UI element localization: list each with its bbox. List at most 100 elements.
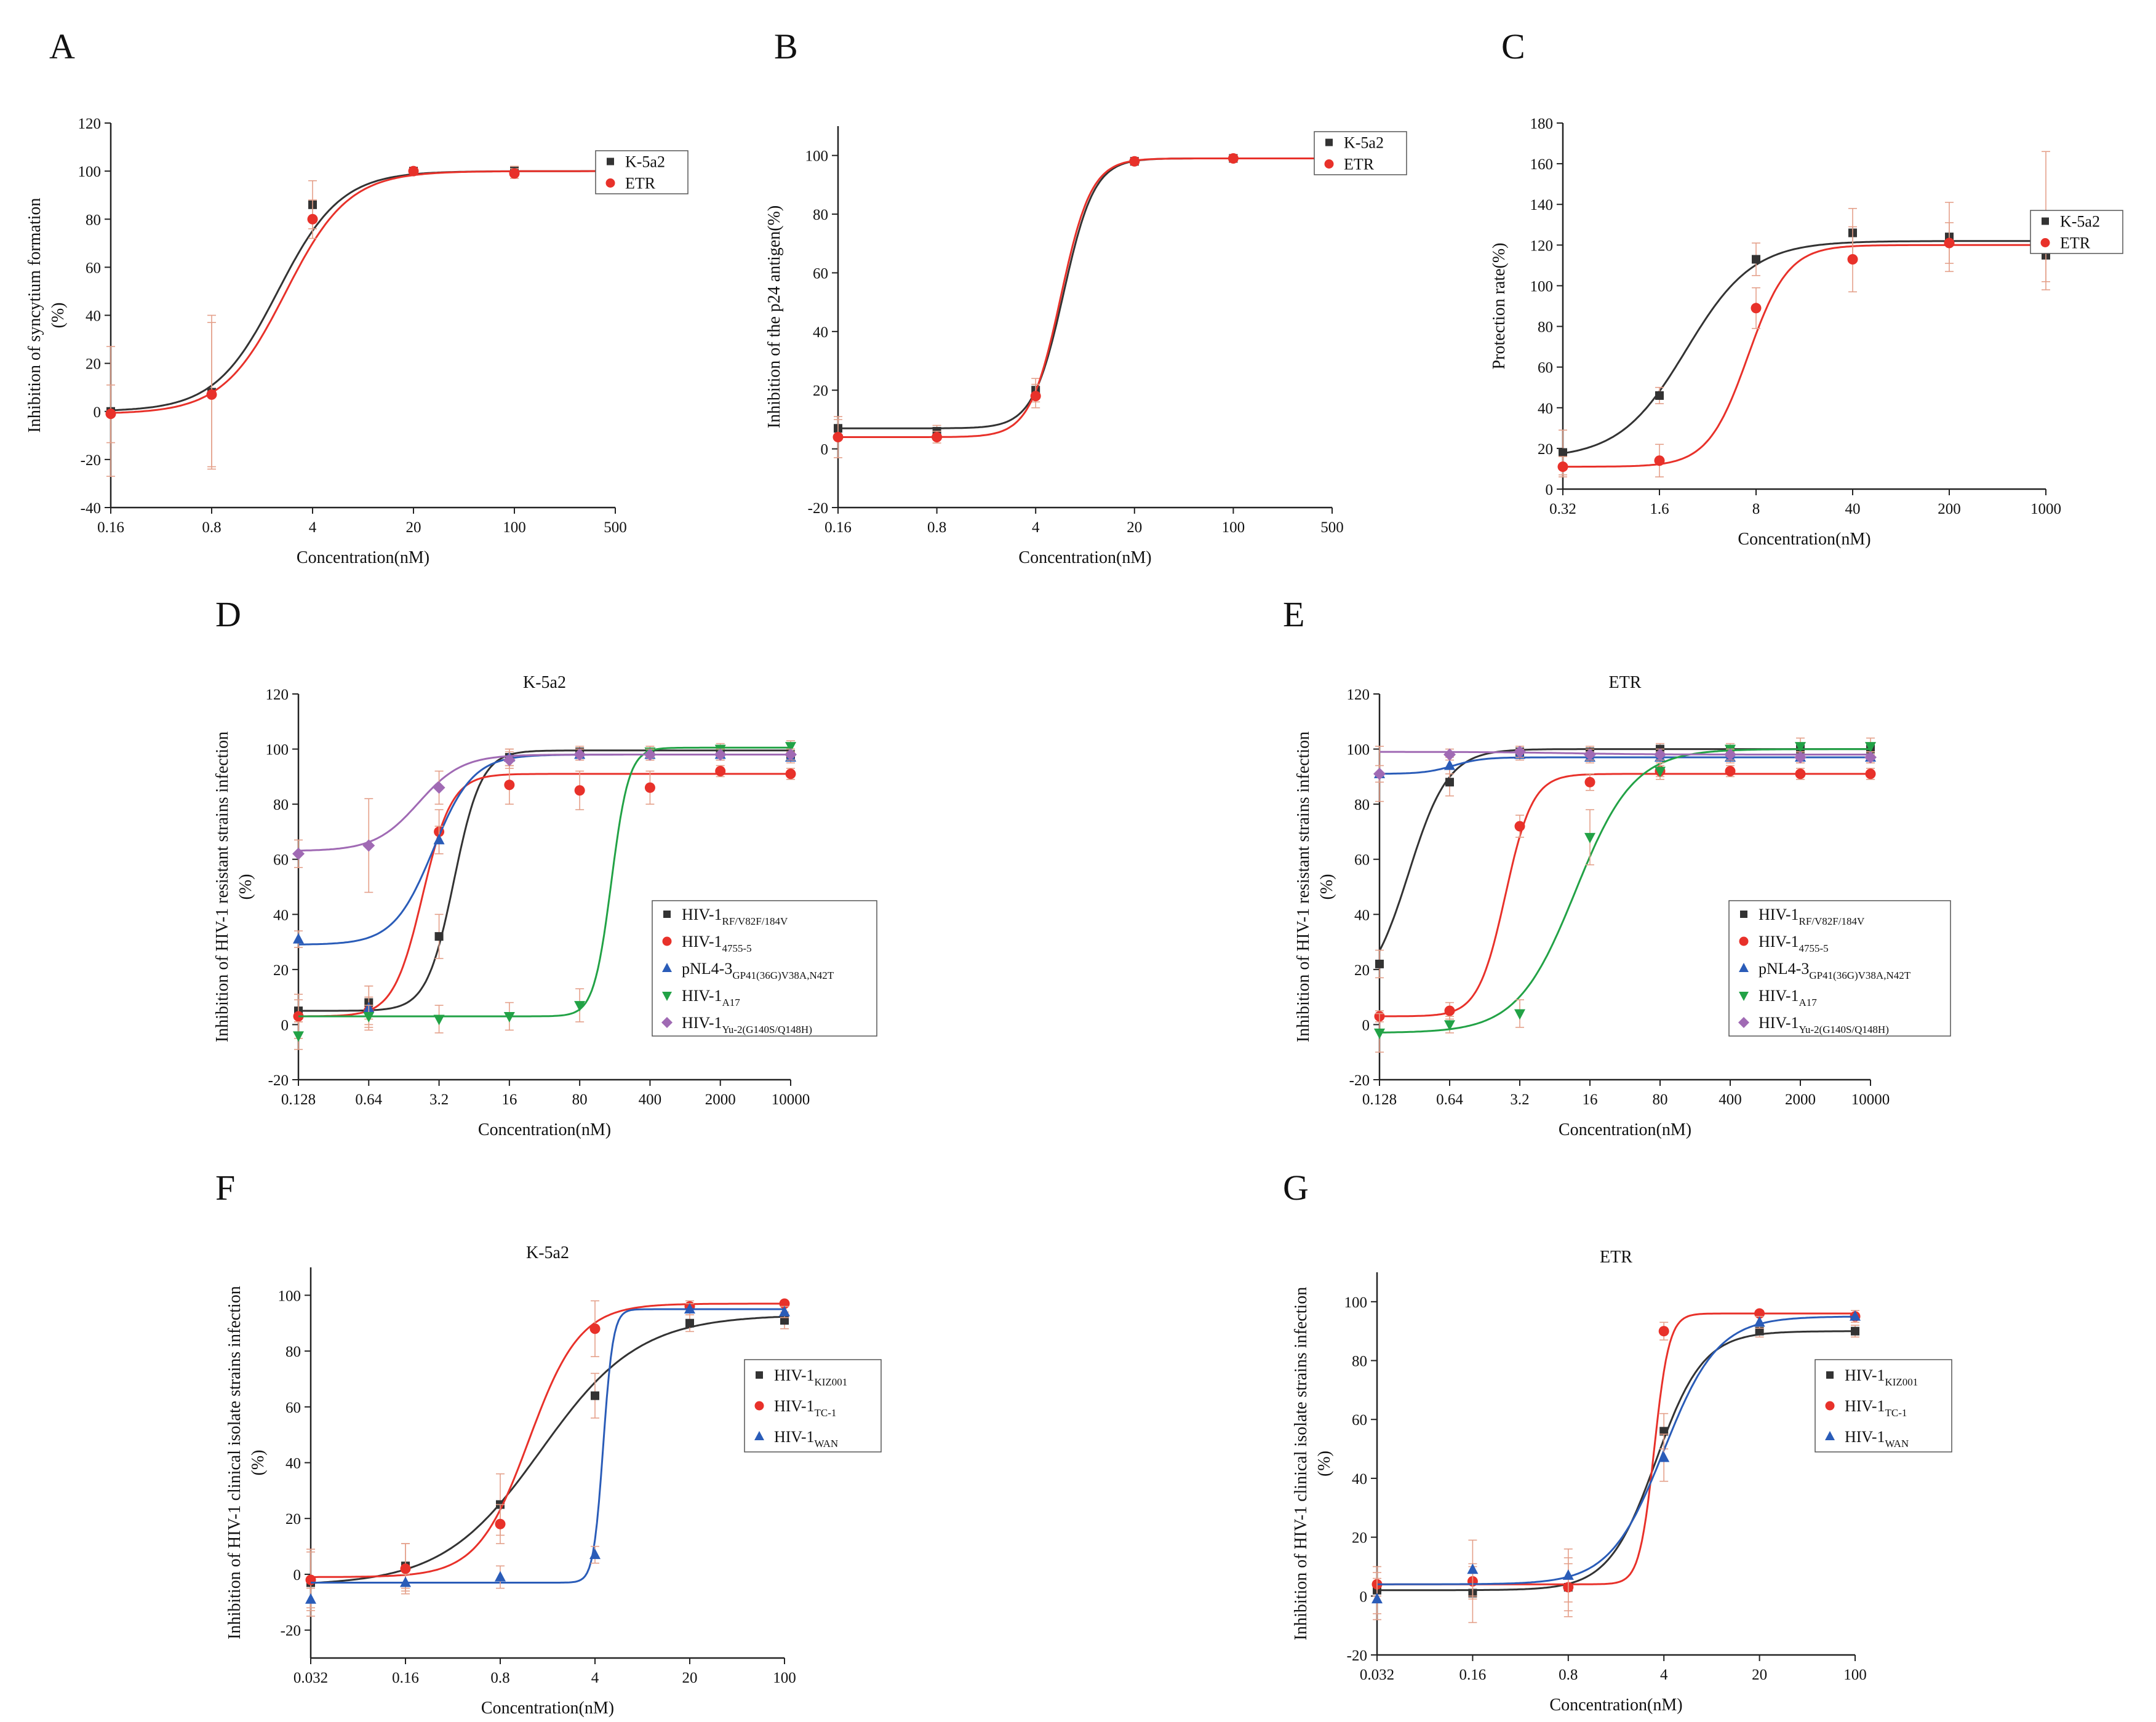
legend-marker <box>1826 1371 1834 1379</box>
legend-subscript: A17 <box>722 997 740 1008</box>
data-point <box>573 748 586 761</box>
data-point <box>832 432 844 443</box>
y-tick-label: 20 <box>813 383 828 399</box>
y-tick-label: 40 <box>273 907 289 923</box>
x-tick-label: 0.64 <box>1436 1091 1463 1108</box>
series-1 <box>1374 765 1876 1022</box>
legend-subscript: RF/V82F/184V <box>722 915 788 927</box>
data-point <box>1129 156 1140 167</box>
x-tick-label: 0.32 <box>1549 501 1576 517</box>
data-point <box>307 213 318 225</box>
panel-g: G ETR -20 0 20 40 60 80 100 0.032 0.16 0.8 4 20 100 Con… <box>1283 1168 1952 1715</box>
data-point <box>1228 153 1239 164</box>
series-1 <box>832 153 1338 458</box>
y-tick-label: 40 <box>1538 401 1553 417</box>
data-point <box>1514 746 1526 759</box>
x-tick-label: 500 <box>604 519 627 536</box>
y-tick-label: 100 <box>266 742 289 759</box>
chart-title: ETR <box>1600 1248 1632 1267</box>
data-point <box>1864 751 1877 764</box>
data-point <box>1795 742 1806 753</box>
data-point <box>400 1563 411 1574</box>
legend-marker <box>662 936 672 946</box>
panel-letter: C <box>1501 26 1525 66</box>
legend-marker <box>2042 217 2049 225</box>
chart-title: K-5a2 <box>523 673 566 692</box>
x-axis-label: Concentration(nM) <box>481 1699 614 1718</box>
data-point <box>714 748 727 761</box>
fit-curve <box>311 1315 785 1584</box>
data-point <box>503 1011 515 1022</box>
y-tick-label: 0 <box>1546 482 1554 498</box>
legend: K-5a2 ETR <box>2030 210 2123 254</box>
data-point <box>1658 1451 1670 1462</box>
y-axis-label: Inhibition of syncytium formation <box>25 198 44 433</box>
data-point <box>503 754 516 767</box>
y-tick-label: 0 <box>821 442 829 458</box>
legend-marker <box>1739 936 1749 946</box>
legend: HIV-1RF/V82F/184VHIV-14755-5pNL4-3GP41(3… <box>652 900 877 1037</box>
data-point <box>785 768 796 779</box>
fit-curve <box>298 749 791 1012</box>
y-tick-label: 60 <box>1538 360 1553 377</box>
fit-curve <box>111 170 615 412</box>
y-tick-label: -20 <box>268 1072 289 1089</box>
data-point <box>932 432 943 443</box>
x-tick-label: 16 <box>1583 1091 1598 1108</box>
legend-name: K-5a2 <box>2060 213 2100 231</box>
y-tick-label: 60 <box>1354 852 1370 869</box>
y-tick-label: 80 <box>285 1344 301 1360</box>
y-axis-label: (%) <box>1317 874 1336 900</box>
data-point <box>1443 748 1456 761</box>
legend-name: HIV-1 <box>1759 1014 1799 1032</box>
x-tick-label: 0.8 <box>202 519 221 536</box>
data-point <box>644 782 655 793</box>
fit-curve <box>1377 1315 1856 1585</box>
y-tick-label: -20 <box>808 500 828 517</box>
x-tick-label: 0.8 <box>1559 1667 1578 1683</box>
x-tick-label: 1000 <box>2030 501 2061 517</box>
legend-name: HIV-1 <box>682 987 722 1005</box>
data-point <box>1444 1005 1455 1016</box>
legend-marker <box>662 992 672 1001</box>
data-point <box>495 1571 506 1582</box>
x-tick-label: 4 <box>591 1670 599 1686</box>
data-point <box>1584 832 1595 843</box>
y-tick-label: 160 <box>1530 156 1554 173</box>
data-point <box>1654 748 1666 761</box>
series-1 <box>105 165 621 468</box>
legend-subscript: 4755-5 <box>1799 943 1828 954</box>
legend-marker <box>1825 1431 1835 1440</box>
y-tick-label: 60 <box>86 260 101 276</box>
x-axis-label: Concentration(nM) <box>1559 1120 1691 1139</box>
legend-name: ETR <box>625 175 656 193</box>
fit-curve <box>1379 756 1871 775</box>
legend-label: HIV-1A17 <box>1759 987 1817 1008</box>
legend-label: HIV-1Yu-2(G140S/Q148H) <box>682 1014 812 1035</box>
x-axis-label: Concentration(nM) <box>297 548 429 567</box>
data-point <box>292 847 305 860</box>
legend-box <box>652 900 877 1037</box>
data-point <box>1655 391 1664 400</box>
data-point <box>1375 959 1384 968</box>
legend-marker <box>1324 159 1334 169</box>
data-point <box>363 1011 375 1022</box>
data-point <box>1752 255 1760 264</box>
x-tick-label: 80 <box>1653 1091 1668 1108</box>
legend-marker <box>1738 1017 1749 1028</box>
data-point <box>1865 768 1876 779</box>
data-point <box>1725 765 1736 776</box>
data-point <box>1562 1569 1574 1580</box>
data-point <box>644 748 657 761</box>
series-1 <box>305 1298 790 1609</box>
data-point <box>1514 1009 1525 1020</box>
y-tick-label: 80 <box>1352 1353 1367 1370</box>
legend-subscript: TC-1 <box>1885 1407 1907 1419</box>
data-point <box>780 1316 789 1325</box>
legend-name: HIV-1 <box>774 1428 814 1446</box>
y-tick-label: 80 <box>813 207 828 223</box>
data-point <box>574 785 585 796</box>
legend-label: HIV-1TC-1 <box>1845 1397 1907 1419</box>
